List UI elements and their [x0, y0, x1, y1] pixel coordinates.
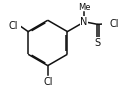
Text: Cl: Cl — [110, 19, 119, 29]
Text: N: N — [80, 17, 88, 27]
Text: Me: Me — [78, 3, 90, 12]
Text: Cl: Cl — [9, 21, 18, 31]
Text: Cl: Cl — [43, 77, 52, 87]
Text: S: S — [95, 38, 101, 48]
